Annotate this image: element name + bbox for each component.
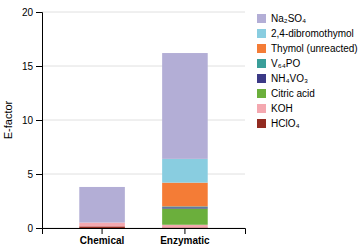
- tick-mark: [36, 12, 42, 13]
- legend-item: NH₄VO₃: [257, 73, 308, 84]
- tick-label: Chemical: [80, 235, 125, 246]
- series: [162, 207, 208, 208]
- tick: 15: [22, 61, 42, 72]
- tick-label: Enzymatic: [160, 235, 210, 246]
- legend-item: V₆₄PO: [257, 58, 300, 69]
- legend-label: Na₂SO₄: [271, 13, 306, 24]
- legend-label: Thymol (unreacted): [271, 43, 358, 54]
- y-axis: 0 5 10 15 20: [22, 7, 43, 234]
- bar-segment: [162, 207, 208, 208]
- legend-item: 2,4-dibromothymol: [257, 28, 354, 39]
- tick-mark: [36, 120, 42, 121]
- bar-segment: [162, 159, 208, 183]
- legend-swatch: [257, 14, 266, 23]
- legend-label: KOH: [271, 103, 293, 114]
- bar-segment: [79, 223, 125, 227]
- tick-label: 0: [27, 223, 33, 234]
- bar-segment: [162, 53, 208, 159]
- series: [162, 183, 208, 207]
- bar-segment: [79, 187, 125, 223]
- chart: 0 5 10 15 20 Chemical Enzymatic E-factor Na₂SO₄ 2…: [0, 0, 363, 252]
- legend-item: HClO₄: [257, 118, 300, 129]
- legend-swatch: [257, 89, 266, 98]
- tick-label: 5: [27, 169, 33, 180]
- series: [162, 159, 208, 183]
- series: [79, 53, 207, 223]
- tick-mark: [102, 228, 103, 234]
- tick-label: 20: [22, 7, 34, 18]
- tick-label: 10: [22, 115, 34, 126]
- legend-swatch: [257, 119, 266, 128]
- grid-line: [42, 174, 245, 175]
- legend-label: 2,4-dibromothymol: [271, 28, 354, 39]
- grid-line: [42, 66, 245, 67]
- tick-mark: [36, 228, 42, 229]
- axis-line: [36, 13, 43, 229]
- tick-mark: [184, 228, 185, 234]
- legend-swatch: [257, 44, 266, 53]
- axis-line: [43, 229, 246, 235]
- legend: Na₂SO₄ 2,4-dibromothymol Thymol (unreacted…: [257, 13, 358, 129]
- tick: 10: [22, 115, 42, 126]
- legend-swatch: [257, 74, 266, 83]
- legend-swatch: [257, 29, 266, 38]
- tick: Enzymatic: [160, 228, 210, 246]
- tick: 0: [27, 223, 42, 234]
- grid-line: [42, 120, 245, 121]
- legend-item: KOH: [257, 103, 293, 114]
- grid: [42, 12, 245, 228]
- legend-item: Citric acid: [257, 88, 315, 99]
- legend-item: Na₂SO₄: [257, 13, 306, 24]
- grid-line: [42, 12, 245, 13]
- bars: [79, 53, 207, 228]
- plot: 0 5 10 15 20 Chemical Enzymatic: [22, 7, 246, 246]
- bar-segment: [162, 209, 208, 225]
- tick-mark: [36, 66, 42, 67]
- tick-mark: [36, 174, 42, 175]
- tick: 5: [27, 169, 42, 180]
- legend-label: HClO₄: [271, 118, 300, 129]
- series: [162, 209, 208, 225]
- bar-segment: [162, 183, 208, 207]
- legend-label: NH₄VO₃: [271, 73, 308, 84]
- bar-segment: [79, 226, 125, 228]
- legend-swatch: [257, 104, 266, 113]
- legend-item: Thymol (unreacted): [257, 43, 358, 54]
- legend-label: V₆₄PO: [271, 58, 300, 69]
- tick-label: 15: [22, 61, 34, 72]
- x-axis: Chemical Enzymatic: [43, 228, 246, 246]
- tick: 20: [22, 7, 42, 18]
- axis-title: E-factor: [2, 100, 14, 139]
- bar-segment: [162, 225, 208, 228]
- legend-swatch: [257, 59, 266, 68]
- legend-label: Citric acid: [271, 88, 315, 99]
- tick: Chemical: [80, 228, 125, 246]
